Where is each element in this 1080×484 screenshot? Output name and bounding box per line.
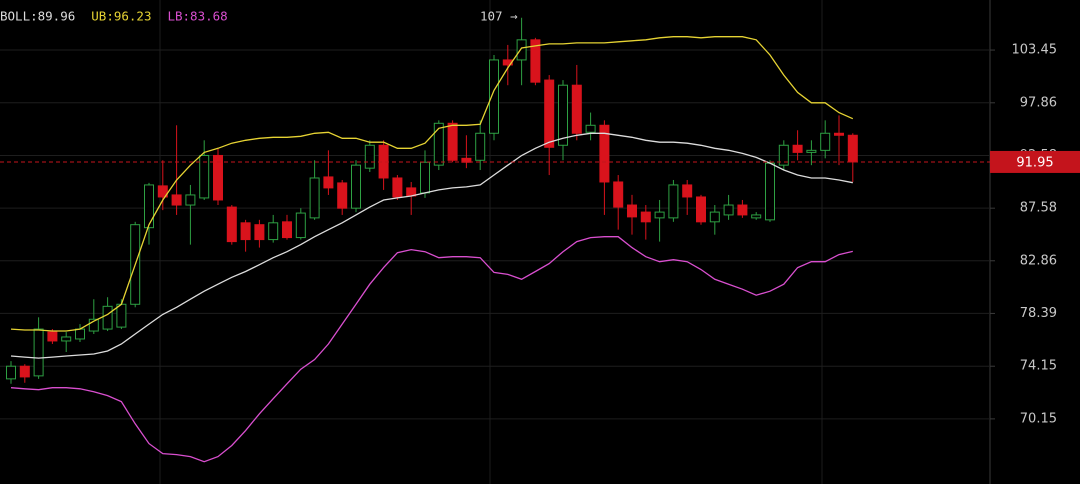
candle-body <box>696 196 706 223</box>
candle-body <box>599 124 610 183</box>
y-tick-label: 87.58 <box>1020 201 1057 216</box>
last-price-label: 91.95 <box>1016 155 1053 170</box>
candle-body <box>585 124 596 133</box>
candle-body <box>792 144 803 153</box>
legend-entry: LB:83.68 <box>167 9 227 24</box>
candle-body <box>737 204 748 216</box>
legend-entry: UB:96.23 <box>91 9 151 24</box>
candle-body <box>171 194 182 206</box>
candle-body <box>157 185 168 198</box>
candle-body <box>530 39 541 83</box>
candle-body <box>447 122 458 161</box>
candle-body <box>461 157 472 163</box>
candle-body <box>351 164 361 209</box>
candle-body <box>199 154 210 199</box>
candle-body <box>640 211 651 223</box>
candle-body <box>682 184 693 198</box>
candle-body <box>226 206 237 243</box>
candle-body <box>144 184 154 229</box>
candle-body <box>309 177 320 219</box>
last-price-box <box>990 150 1080 173</box>
y-tick-label: 97.86 <box>1020 95 1057 110</box>
candle-body <box>765 162 775 221</box>
legend-entry: BOLL:89.96 <box>0 9 75 24</box>
candle-body <box>420 161 430 194</box>
candle-body <box>240 222 251 241</box>
candle-body <box>102 305 113 330</box>
candle-body <box>516 39 527 61</box>
bollinger-line <box>10 36 854 332</box>
candle-body <box>364 144 375 169</box>
candle-body <box>751 214 762 219</box>
candle-body <box>213 154 223 201</box>
candle-body <box>268 222 279 241</box>
bollinger-line <box>10 236 853 463</box>
candle-body <box>571 84 582 134</box>
candle-body <box>544 79 555 148</box>
candle-body <box>392 177 403 198</box>
candle-body <box>806 149 817 153</box>
y-tick-label: 82.86 <box>1020 253 1057 268</box>
candle-body <box>613 181 624 208</box>
candle-body <box>116 303 127 328</box>
candle-body <box>282 221 292 239</box>
candle-body <box>820 132 831 151</box>
bollinger-line <box>10 132 853 359</box>
candle-body <box>834 132 844 136</box>
candle-body <box>558 84 568 146</box>
max-annotation: 107 → <box>480 9 518 24</box>
candle-body <box>254 224 265 241</box>
overlay: 91.95 107 → <box>0 9 1080 173</box>
candle-body <box>475 132 486 161</box>
candle-body <box>654 211 665 219</box>
candle-body <box>627 204 637 218</box>
candle-body <box>668 184 679 219</box>
candle-body <box>323 176 334 189</box>
candle-body <box>185 194 196 206</box>
candle-body <box>489 59 499 134</box>
candle-body <box>723 204 734 216</box>
candle-body <box>19 365 30 378</box>
candle-body <box>709 211 720 223</box>
legend: BOLL:89.96 UB:96.23 LB:83.68 <box>0 9 228 24</box>
indicator-lines <box>10 36 854 463</box>
y-tick-label: 70.15 <box>1020 411 1057 426</box>
y-tick-label: 78.39 <box>1020 306 1057 321</box>
candle-body <box>6 365 16 380</box>
candle-body <box>33 328 44 377</box>
candle-body <box>847 134 858 163</box>
candle-body <box>61 336 72 342</box>
candle-body <box>295 212 306 239</box>
candle-body <box>337 182 348 209</box>
candle-body <box>47 331 58 342</box>
candle-body <box>778 144 789 166</box>
y-tick-label: 74.15 <box>1020 359 1057 374</box>
y-tick-label: 103.45 <box>1012 43 1058 58</box>
candle-body <box>433 122 444 166</box>
candle-body <box>75 328 85 340</box>
candle-body <box>88 318 99 332</box>
